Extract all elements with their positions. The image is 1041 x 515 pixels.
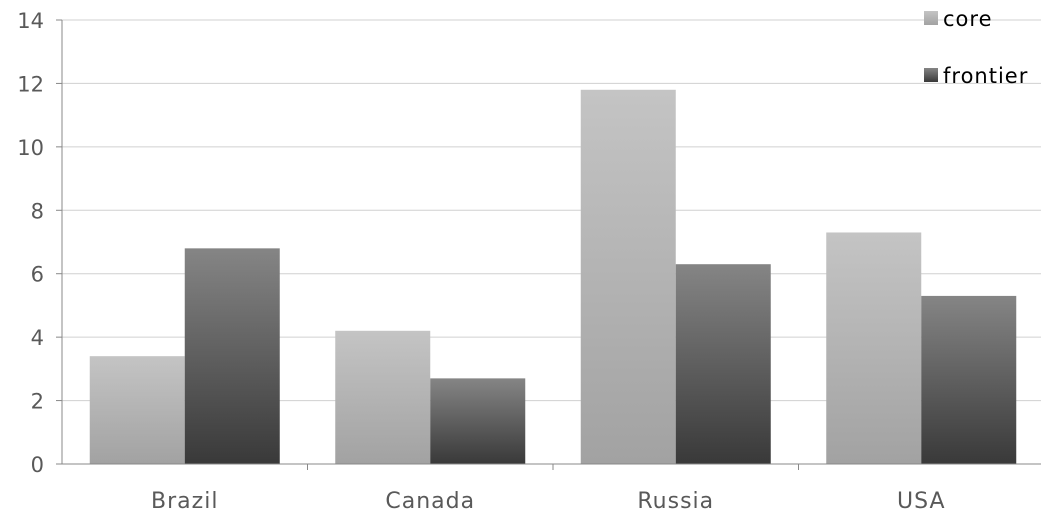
legend-swatch-frontier xyxy=(924,68,938,82)
x-category-label: Canada xyxy=(385,489,475,514)
y-tick-label: 2 xyxy=(31,390,44,414)
legend-swatch-core xyxy=(924,11,938,25)
legend-label-frontier: frontier xyxy=(943,64,1028,88)
y-tick-label: 8 xyxy=(31,199,44,223)
y-tick-label: 10 xyxy=(17,136,44,160)
x-category-label: Brazil xyxy=(151,489,218,514)
y-tick-label: 14 xyxy=(17,9,44,33)
bars xyxy=(89,89,1017,465)
bar-core-russia xyxy=(580,89,676,465)
bar-core-canada xyxy=(335,330,431,464)
y-tick-label: 0 xyxy=(31,453,44,477)
x-category-label: USA xyxy=(897,489,946,514)
x-category-label: Russia xyxy=(637,489,714,514)
legend: core frontier xyxy=(924,7,1028,88)
y-tick-label: 6 xyxy=(31,263,44,287)
bar-frontier-brazil xyxy=(184,248,280,464)
y-tick-label: 12 xyxy=(17,72,44,96)
axes: 0 2 4 6 8 10 12 14 Brazil Canada Russia USA xyxy=(17,9,1041,514)
bar-frontier-usa xyxy=(921,295,1017,464)
legend-label-core: core xyxy=(943,7,993,31)
y-tick-label: 4 xyxy=(31,326,44,350)
bar-core-brazil xyxy=(89,356,185,464)
bar-frontier-russia xyxy=(675,264,771,464)
bar-frontier-canada xyxy=(430,378,526,464)
bar-core-usa xyxy=(826,232,922,464)
